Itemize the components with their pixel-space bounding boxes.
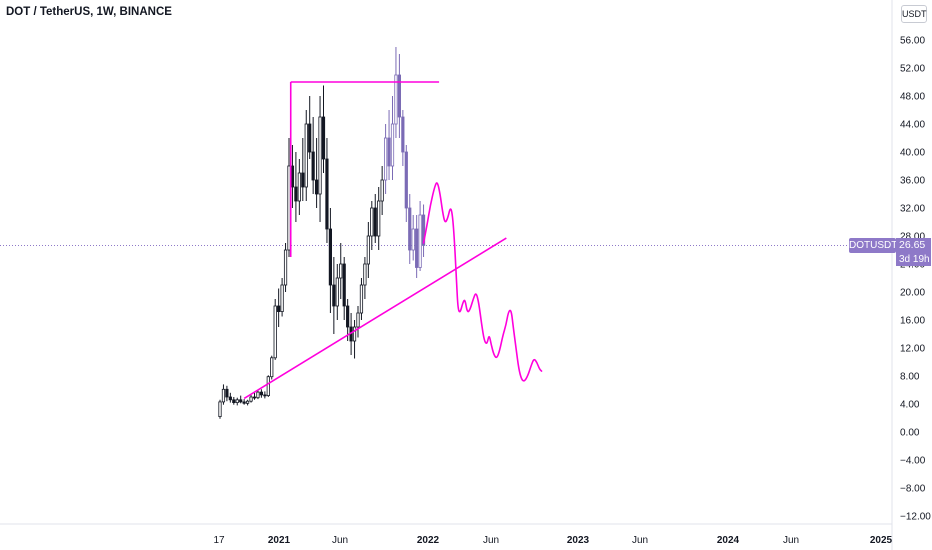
candle xyxy=(318,96,322,222)
candle xyxy=(370,201,374,250)
candle xyxy=(232,397,236,405)
candle xyxy=(225,385,229,402)
candle xyxy=(290,145,295,208)
candle xyxy=(390,96,395,180)
y-tick-label: 40.00 xyxy=(900,148,925,159)
candle xyxy=(394,47,398,138)
y-tick-label: 0.00 xyxy=(900,428,920,439)
bar-countdown: 3d 19h xyxy=(896,253,931,266)
candle xyxy=(273,299,277,360)
candle xyxy=(328,208,333,313)
candle xyxy=(339,243,343,299)
candle xyxy=(283,243,288,292)
candle xyxy=(277,288,281,327)
x-tick-label: Jun xyxy=(632,535,648,546)
y-tick-label: −4.00 xyxy=(900,456,926,467)
candle xyxy=(263,391,267,399)
y-tick-label: 44.00 xyxy=(900,120,925,131)
candle xyxy=(266,375,270,397)
candle xyxy=(397,54,402,138)
support-trendline xyxy=(243,237,507,400)
candle xyxy=(387,110,391,180)
candle xyxy=(321,85,326,173)
x-tick-label: Jun xyxy=(332,535,348,546)
x-tick-label: 2025 xyxy=(870,535,893,546)
y-tick-label: −8.00 xyxy=(900,484,926,495)
x-tick-label: 2022 xyxy=(417,535,440,546)
candle xyxy=(383,124,388,194)
candle xyxy=(239,395,243,404)
candle xyxy=(308,96,312,159)
x-tick-label: 2023 xyxy=(567,535,590,546)
candle xyxy=(287,138,291,257)
candle xyxy=(304,110,308,201)
y-tick-label: 12.00 xyxy=(900,344,925,355)
candle xyxy=(363,257,367,299)
candle xyxy=(366,222,370,278)
y-tick-label: 36.00 xyxy=(900,176,925,187)
candle xyxy=(342,257,346,320)
candle xyxy=(415,215,419,278)
candle xyxy=(335,264,339,320)
candle xyxy=(245,399,250,406)
candle xyxy=(249,394,253,403)
candle xyxy=(411,215,415,261)
y-tick-label: 52.00 xyxy=(900,64,925,75)
candle xyxy=(314,138,319,208)
x-tick-label: 17 xyxy=(213,535,225,546)
candle xyxy=(401,110,405,166)
x-tick-label: Jun xyxy=(783,535,799,546)
candle xyxy=(325,138,329,243)
y-tick-label: 8.00 xyxy=(900,372,920,383)
candle xyxy=(359,278,364,320)
currency-button[interactable]: USDT xyxy=(901,5,927,23)
candle xyxy=(270,355,274,380)
y-tick-label: 4.00 xyxy=(900,400,920,411)
candle xyxy=(404,145,408,222)
drawings-layer xyxy=(243,81,543,400)
candle xyxy=(294,152,298,222)
x-tick-label: Jun xyxy=(483,535,499,546)
candle xyxy=(418,201,422,271)
y-tick-label: −12.00 xyxy=(900,512,931,523)
y-tick-label: 48.00 xyxy=(900,92,925,103)
price-axis: 56.00 52.00 48.00 44.00 40.00 36.00 32.00 28.00… xyxy=(900,36,931,523)
candle xyxy=(301,138,305,201)
x-tick-label: 2021 xyxy=(268,535,291,546)
candle xyxy=(242,399,246,405)
candle xyxy=(356,306,360,338)
candle xyxy=(421,204,426,257)
candle xyxy=(221,384,226,405)
y-tick-label: 56.00 xyxy=(900,36,925,47)
candle xyxy=(280,278,284,317)
candle xyxy=(346,299,350,341)
projected-path xyxy=(422,182,543,382)
time-axis: 17 2021 Jun 2022 Jun 2023 Jun 2024 Jun 2025 xyxy=(213,535,892,546)
candle xyxy=(297,159,301,215)
chart-title: DOT / TetherUS, 1W, BINANCE xyxy=(6,6,172,18)
y-tick-label: 28.00 xyxy=(900,232,925,243)
candle xyxy=(377,187,381,250)
candle xyxy=(235,397,239,406)
candle xyxy=(228,392,232,403)
candle xyxy=(256,390,260,400)
x-tick-label: 2024 xyxy=(717,535,740,546)
y-tick-label: 32.00 xyxy=(900,204,925,215)
symbol-price-badge: DOTUSDT xyxy=(849,238,898,253)
candle xyxy=(259,389,264,398)
candle xyxy=(311,117,315,194)
candle xyxy=(380,166,384,215)
candle xyxy=(352,320,357,359)
last-price-value: 26.65 xyxy=(896,238,931,253)
y-tick-label: 16.00 xyxy=(900,316,925,327)
candle xyxy=(373,194,377,243)
candle xyxy=(252,392,257,400)
candle xyxy=(218,399,222,419)
candle xyxy=(408,194,412,264)
y-tick-label: 20.00 xyxy=(900,288,925,299)
candles-layer xyxy=(218,47,426,419)
candle xyxy=(332,257,336,334)
